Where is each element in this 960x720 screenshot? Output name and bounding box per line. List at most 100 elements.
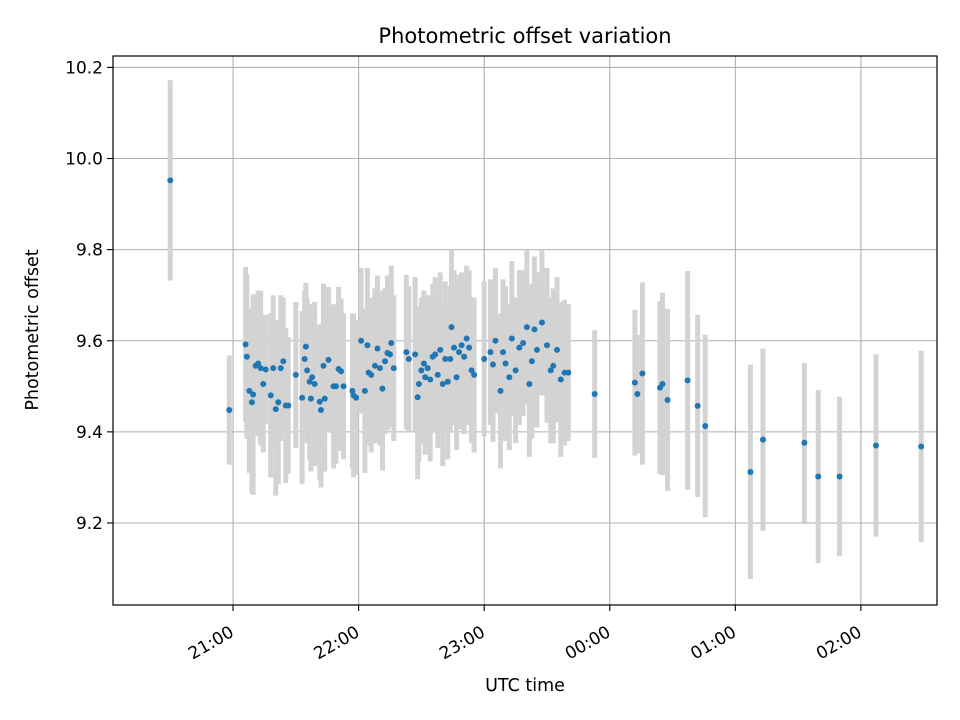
data-point (374, 345, 381, 352)
data-point (461, 353, 468, 360)
data-point (255, 360, 262, 367)
data-point (358, 337, 365, 344)
data-points (167, 177, 925, 480)
data-point (554, 346, 561, 353)
data-point (317, 407, 324, 414)
data-point (516, 344, 523, 351)
x-axis-label: UTC time (485, 676, 565, 696)
data-point (353, 394, 360, 401)
data-point (379, 385, 386, 392)
data-point (497, 387, 504, 394)
data-point (267, 392, 274, 399)
data-point (500, 349, 507, 356)
y-axis-label: Photometric offset (23, 249, 43, 410)
data-point (368, 371, 375, 378)
data-point (684, 377, 691, 384)
data-point (463, 335, 470, 342)
data-point (338, 368, 345, 375)
data-point (458, 342, 465, 349)
data-point (434, 371, 441, 378)
data-point (311, 381, 318, 388)
data-point (489, 361, 496, 368)
data-point (376, 365, 383, 372)
data-point (918, 443, 925, 450)
data-point (405, 355, 412, 362)
data-point (815, 473, 822, 480)
data-point (528, 358, 535, 365)
data-point (285, 402, 292, 409)
data-point (557, 376, 564, 383)
data-point (543, 342, 550, 349)
data-point (418, 367, 425, 374)
data-point (448, 324, 455, 331)
data-point (506, 374, 513, 381)
data-point (387, 351, 394, 358)
data-point (422, 374, 429, 381)
data-point (547, 367, 554, 374)
data-point (257, 365, 264, 372)
data-point (639, 370, 646, 377)
data-point (508, 335, 515, 342)
data-point (304, 367, 311, 374)
data-point (307, 395, 314, 402)
data-point (226, 407, 233, 414)
data-point (437, 346, 444, 353)
data-point (444, 378, 451, 385)
data-point (520, 340, 527, 347)
data-point (526, 381, 533, 388)
data-point (415, 381, 422, 388)
data-point (694, 402, 701, 409)
data-point (801, 439, 808, 446)
data-point (316, 398, 323, 405)
data-point (390, 365, 397, 372)
data-point (403, 349, 410, 356)
data-point (481, 355, 488, 362)
plot-frame (112, 55, 938, 606)
data-point (702, 422, 709, 429)
chart-title: Photometric offset variation (378, 24, 671, 48)
data-point (836, 473, 843, 480)
data-point (325, 356, 332, 363)
y-tick-label: 10.2 (65, 58, 103, 78)
data-point (302, 343, 309, 350)
data-point (321, 395, 328, 402)
y-tick-label: 9.6 (76, 332, 103, 352)
data-point (301, 355, 308, 362)
data-point (414, 394, 421, 401)
data-point (371, 362, 378, 369)
data-point (447, 355, 454, 362)
data-point (270, 365, 277, 372)
data-point (412, 351, 419, 358)
data-point (634, 391, 641, 398)
data-point (451, 344, 458, 351)
data-point (533, 346, 540, 353)
data-point (631, 379, 638, 386)
data-point (471, 371, 478, 378)
data-point (439, 381, 446, 388)
data-point (591, 391, 598, 398)
data-point (747, 468, 754, 475)
data-point (364, 342, 371, 349)
data-point (246, 387, 253, 394)
y-tick-label: 9.8 (76, 241, 103, 261)
data-point (260, 381, 267, 388)
data-point (361, 387, 368, 394)
data-point (388, 340, 395, 347)
data-point (333, 383, 340, 390)
data-point (512, 367, 519, 374)
data-point (243, 353, 250, 360)
data-point (453, 374, 460, 381)
data-point (248, 399, 255, 406)
data-point (299, 394, 306, 401)
data-point (167, 177, 174, 184)
data-point (427, 376, 434, 383)
data-point (275, 399, 282, 406)
data-point (340, 383, 347, 390)
y-tick-label: 9.2 (76, 514, 103, 534)
data-point (320, 362, 327, 369)
data-point (432, 351, 439, 358)
data-point (262, 366, 269, 373)
data-point (242, 341, 249, 348)
data-point (487, 349, 494, 356)
